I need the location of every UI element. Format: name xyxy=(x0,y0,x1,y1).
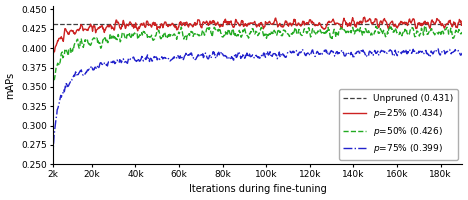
$p$=50% (0.426) xyxy=(299,34,304,36)
$p$=75% (0.399) xyxy=(402,51,408,54)
$p$=50% (0.426) xyxy=(311,29,316,31)
$p$=50% (0.426) xyxy=(361,31,366,33)
$p$=25% (0.434) xyxy=(299,24,304,26)
Y-axis label: mAPs: mAPs xyxy=(6,71,15,99)
$p$=75% (0.399) xyxy=(435,47,441,50)
$p$=50% (0.426) xyxy=(75,38,80,40)
$p$=75% (0.399) xyxy=(288,51,293,54)
$p$=75% (0.399) xyxy=(50,157,55,160)
Line: $p$=25% (0.434): $p$=25% (0.434) xyxy=(52,17,462,54)
$p$=75% (0.399) xyxy=(460,52,465,54)
Unpruned (0.431) xyxy=(45,23,51,25)
Legend: Unpruned (0.431), $p$=25% (0.434), $p$=50% (0.426), $p$=75% (0.399): Unpruned (0.431), $p$=25% (0.434), $p$=5… xyxy=(339,89,458,160)
Line: $p$=50% (0.426): $p$=50% (0.426) xyxy=(52,26,462,86)
$p$=50% (0.426) xyxy=(388,25,393,27)
$p$=50% (0.426) xyxy=(288,34,293,36)
$p$=25% (0.434) xyxy=(362,16,367,18)
$p$=75% (0.399) xyxy=(299,51,304,53)
$p$=50% (0.426) xyxy=(403,31,409,33)
$p$=25% (0.434) xyxy=(50,53,55,55)
$p$=25% (0.434) xyxy=(460,22,465,25)
$p$=75% (0.399) xyxy=(75,75,80,77)
$p$=25% (0.434) xyxy=(361,17,366,19)
$p$=75% (0.399) xyxy=(361,50,366,53)
X-axis label: Iterations during fine-tuning: Iterations during fine-tuning xyxy=(189,184,326,194)
Line: $p$=75% (0.399): $p$=75% (0.399) xyxy=(52,49,462,158)
$p$=50% (0.426) xyxy=(50,84,55,87)
$p$=25% (0.434) xyxy=(403,21,409,23)
$p$=50% (0.426) xyxy=(460,31,465,33)
$p$=25% (0.434) xyxy=(75,28,80,31)
$p$=25% (0.434) xyxy=(311,22,316,24)
$p$=75% (0.399) xyxy=(311,52,316,55)
$p$=25% (0.434) xyxy=(288,22,293,24)
Unpruned (0.431) xyxy=(45,23,51,25)
